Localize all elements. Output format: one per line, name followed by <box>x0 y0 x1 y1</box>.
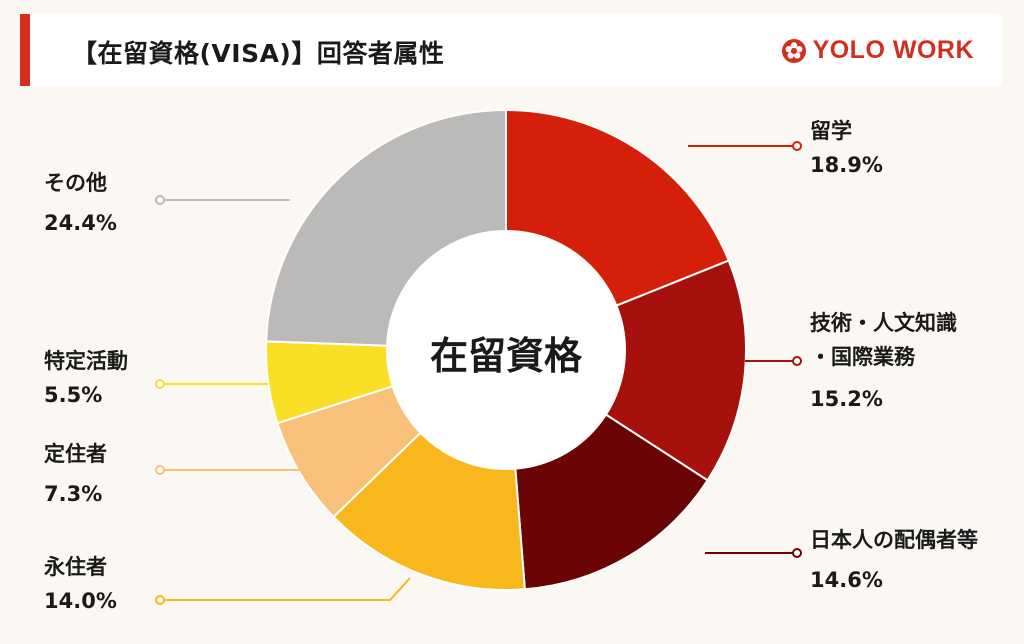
chart-center-label: 在留資格 <box>429 334 582 378</box>
slice-name: 留学 <box>810 119 852 143</box>
slice-value: 14.0% <box>44 589 117 613</box>
slice-value: 5.5% <box>44 383 103 407</box>
label-tokutei: 特定活動 5.5% <box>44 344 128 412</box>
slice-name: 日本人の配偶者等 <box>810 528 978 552</box>
leader-dot-6 <box>155 195 165 205</box>
slice-value: 18.9% <box>810 153 883 177</box>
slice-name: その他 <box>44 171 107 195</box>
header-accent-bar <box>20 14 30 86</box>
page-title: 【在留資格(VISA)】回答者属性 <box>72 39 445 68</box>
label-gijinkoku: 技術・人文知識 ・国際業務 15.2% <box>810 306 957 416</box>
label-sonota: その他 24.4% <box>44 166 117 240</box>
label-ryugaku: 留学 18.9% <box>810 114 883 182</box>
slice-value: 7.3% <box>44 482 103 506</box>
label-eijusha: 永住者 14.0% <box>44 550 117 618</box>
pie-slice-1 <box>503 259 747 482</box>
label-haigusha: 日本人の配偶者等 14.6% <box>810 523 978 597</box>
label-teijusha: 定住者 7.3% <box>44 437 107 511</box>
header: 【在留資格(VISA)】回答者属性 YOLO WORK <box>20 14 1002 86</box>
donut-hole <box>386 230 626 470</box>
slice-name: 永住者 <box>44 555 107 579</box>
slice-value: 15.2% <box>810 387 883 411</box>
slice-value: 24.4% <box>44 211 117 235</box>
slice-value: 14.6% <box>810 568 883 592</box>
leader-line-3 <box>162 577 411 601</box>
slice-name-line2: ・国際業務 <box>810 345 915 369</box>
logo: YOLO WORK <box>781 36 974 65</box>
slice-name: 特定活動 <box>44 349 128 373</box>
leader-dot-1 <box>792 356 802 366</box>
logo-text: YOLO WORK <box>812 36 974 64</box>
slice-name: 定住者 <box>44 442 107 466</box>
flower-logo-icon <box>781 38 806 63</box>
leader-dot-3 <box>155 595 165 605</box>
leader-dot-4 <box>155 465 165 475</box>
leader-dot-2 <box>792 548 802 558</box>
leader-dot-5 <box>155 379 165 389</box>
slice-name-line1: 技術・人文知識 <box>810 311 957 335</box>
leader-dot-0 <box>792 141 802 151</box>
